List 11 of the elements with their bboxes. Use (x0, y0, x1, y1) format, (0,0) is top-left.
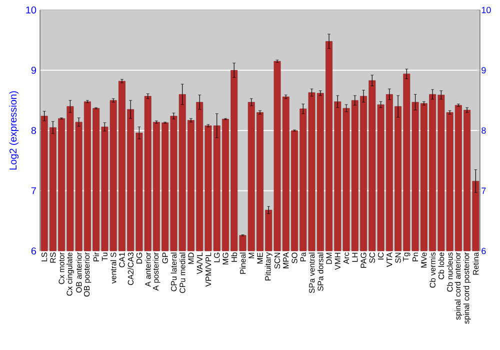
y2-tick-label: 9 (482, 67, 486, 74)
y2-tick-label: 10 (482, 6, 491, 14)
y-tick-label: 9 (31, 66, 36, 74)
y2-tick-label: 7 (482, 188, 486, 194)
y2-tick-label: 6 (482, 248, 486, 254)
y-tick-label: 6 (31, 247, 36, 255)
y2-tick-label: 8 (482, 127, 486, 134)
y-tick-label: 8 (31, 126, 36, 134)
y-tick-label: 10 (26, 6, 36, 14)
y-axis-title: Log2 (expression) (9, 91, 19, 170)
y-tick-label: 7 (31, 187, 36, 194)
